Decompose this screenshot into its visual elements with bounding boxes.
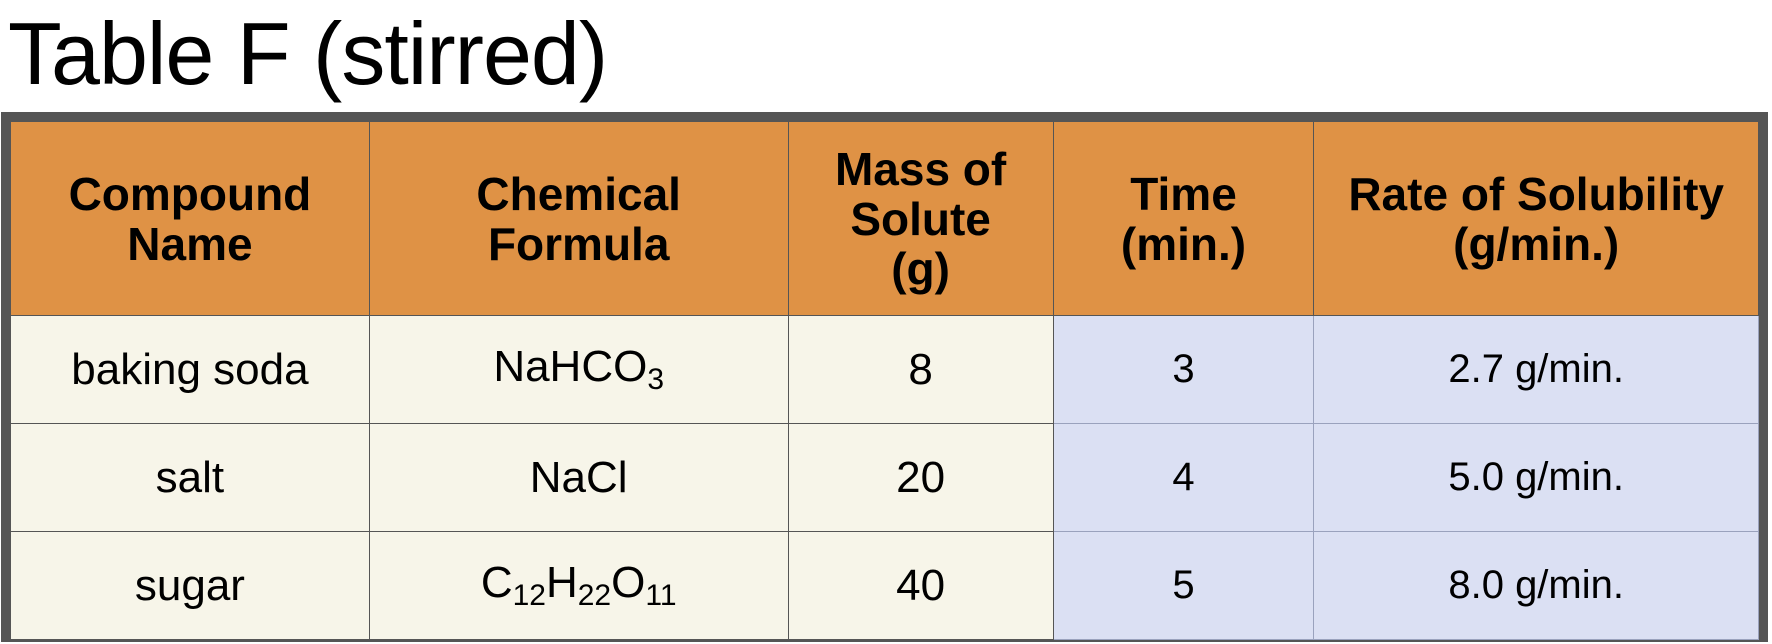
header-line: Rate of Solubility xyxy=(1348,167,1725,220)
header-line: Name xyxy=(127,217,253,270)
compound-name-cell: salt xyxy=(10,423,370,532)
time-cell: 5 xyxy=(1052,531,1315,640)
rate-cell: 5.0 g/min. xyxy=(1313,423,1759,532)
header-row: Compound Name Chemical Formula Mass of S… xyxy=(10,121,1759,316)
chemical-formula-cell: NaHCO3 xyxy=(368,315,789,424)
header-rate-of-solubility: Rate of Solubility (g/min.) xyxy=(1313,121,1759,316)
formula-text: C xyxy=(480,558,513,607)
data-table: Compound Name Chemical Formula Mass of S… xyxy=(10,121,1759,640)
formula-subscript: 11 xyxy=(645,579,677,612)
chemical-formula-cell: NaCl xyxy=(368,423,789,532)
formula-text: NaCl xyxy=(529,452,628,502)
mass-cell: 20 xyxy=(787,423,1054,532)
formula-text: NaHCO xyxy=(493,342,648,391)
formula-subscript: 12 xyxy=(512,579,546,612)
header-line: (min.) xyxy=(1120,217,1247,270)
formula-text: H xyxy=(545,558,578,607)
time-cell: 3 xyxy=(1052,315,1315,424)
formula-subscript: 22 xyxy=(577,579,612,612)
header-line: Formula xyxy=(487,217,670,270)
header-chemical-formula: Chemical Formula xyxy=(368,121,789,316)
table-row: salt NaCl 20 4 5.0 g/min. xyxy=(10,423,1759,532)
header-line: Mass of xyxy=(834,142,1007,195)
rate-cell: 2.7 g/min. xyxy=(1313,315,1759,424)
header-line: (g/min.) xyxy=(1453,217,1620,270)
header-line: Compound xyxy=(68,167,312,220)
compound-name-cell: sugar xyxy=(10,531,370,640)
header-mass-of-solute: Mass of Solute (g) xyxy=(787,121,1054,316)
compound-name-cell: baking soda xyxy=(10,315,370,424)
rate-cell: 8.0 g/min. xyxy=(1313,531,1759,640)
page-title: Table F (stirred) xyxy=(8,4,608,103)
table-row: sugar C12H22O11 40 5 8.0 g/min. xyxy=(10,531,1759,640)
mass-cell: 40 xyxy=(787,531,1054,640)
time-cell: 4 xyxy=(1052,423,1315,532)
header-time: Time (min.) xyxy=(1052,121,1315,316)
table-frame: Compound Name Chemical Formula Mass of S… xyxy=(1,112,1768,642)
table-row: baking soda NaHCO3 8 3 2.7 g/min. xyxy=(10,315,1759,424)
header-line: Chemical xyxy=(476,167,681,220)
header-line: Time xyxy=(1130,167,1237,220)
chemical-formula-cell: C12H22O11 xyxy=(368,531,789,640)
formula-text: O xyxy=(611,558,646,607)
header-compound-name: Compound Name xyxy=(10,121,370,316)
header-line: Solute xyxy=(850,192,991,245)
header-line: (g) xyxy=(891,242,950,295)
formula-subscript: 3 xyxy=(647,363,665,396)
mass-cell: 8 xyxy=(787,315,1054,424)
